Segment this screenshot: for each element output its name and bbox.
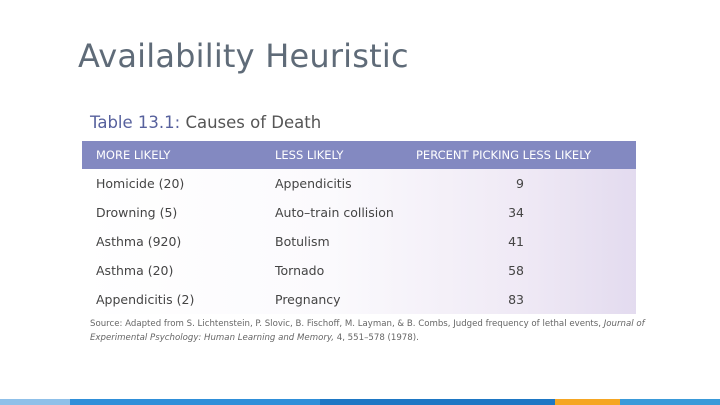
table-caption: Table 13.1: Causes of Death (90, 111, 321, 135)
cell-more-likely: Asthma (20) (96, 263, 174, 278)
source-details: 4, 551–578 (1978). (336, 333, 419, 343)
column-header-more-likely: MORE LIKELY (96, 148, 171, 162)
accent-segment (0, 399, 70, 405)
table-body: Homicide (20) Appendicitis 9 Drowning (5… (82, 169, 636, 314)
table-row: Asthma (920) Botulism 41 (82, 227, 636, 256)
cell-more-likely: Homicide (20) (96, 176, 185, 191)
table-caption-title: Causes of Death (185, 113, 322, 132)
cell-more-likely: Asthma (920) (96, 234, 182, 249)
accent-segment (620, 399, 720, 405)
table-source-note: Source: Adapted from S. Lichtenstein, P.… (90, 317, 650, 345)
cell-percent: 9 (516, 176, 524, 191)
cell-more-likely: Drowning (5) (96, 205, 178, 220)
cell-less-likely: Pregnancy (275, 292, 341, 307)
source-journal: Journal of Experimental Psychology: Huma… (90, 319, 645, 343)
column-header-less-likely: LESS LIKELY (275, 148, 344, 162)
cell-less-likely: Appendicitis (275, 176, 352, 191)
table-row: Drowning (5) Auto–train collision 34 (82, 198, 636, 227)
accent-segment (70, 399, 320, 405)
bottom-accent-bar (0, 399, 720, 405)
slide-title: Availability Heuristic (78, 37, 409, 75)
source-citation: Source: Adapted from S. Lichtenstein, P.… (90, 319, 602, 329)
cell-percent: 41 (508, 234, 524, 249)
accent-segment (555, 399, 620, 405)
table-caption-number: Table 13.1: (90, 113, 181, 132)
cell-less-likely: Botulism (275, 234, 330, 249)
cell-more-likely: Appendicitis (2) (96, 292, 195, 307)
cell-percent: 58 (508, 263, 524, 278)
column-header-percent: PERCENT PICKING LESS LIKELY (416, 148, 592, 162)
cell-percent: 34 (508, 205, 524, 220)
causes-of-death-table: MORE LIKELY LESS LIKELY PERCENT PICKING … (82, 141, 636, 314)
table-row: Homicide (20) Appendicitis 9 (82, 169, 636, 198)
table-row: Appendicitis (2) Pregnancy 83 (82, 285, 636, 314)
cell-less-likely: Auto–train collision (275, 205, 394, 220)
cell-less-likely: Tornado (275, 263, 325, 278)
table-header-row: MORE LIKELY LESS LIKELY PERCENT PICKING … (82, 141, 636, 169)
table-row: Asthma (20) Tornado 58 (82, 256, 636, 285)
accent-segment (320, 399, 555, 405)
cell-percent: 83 (508, 292, 524, 307)
